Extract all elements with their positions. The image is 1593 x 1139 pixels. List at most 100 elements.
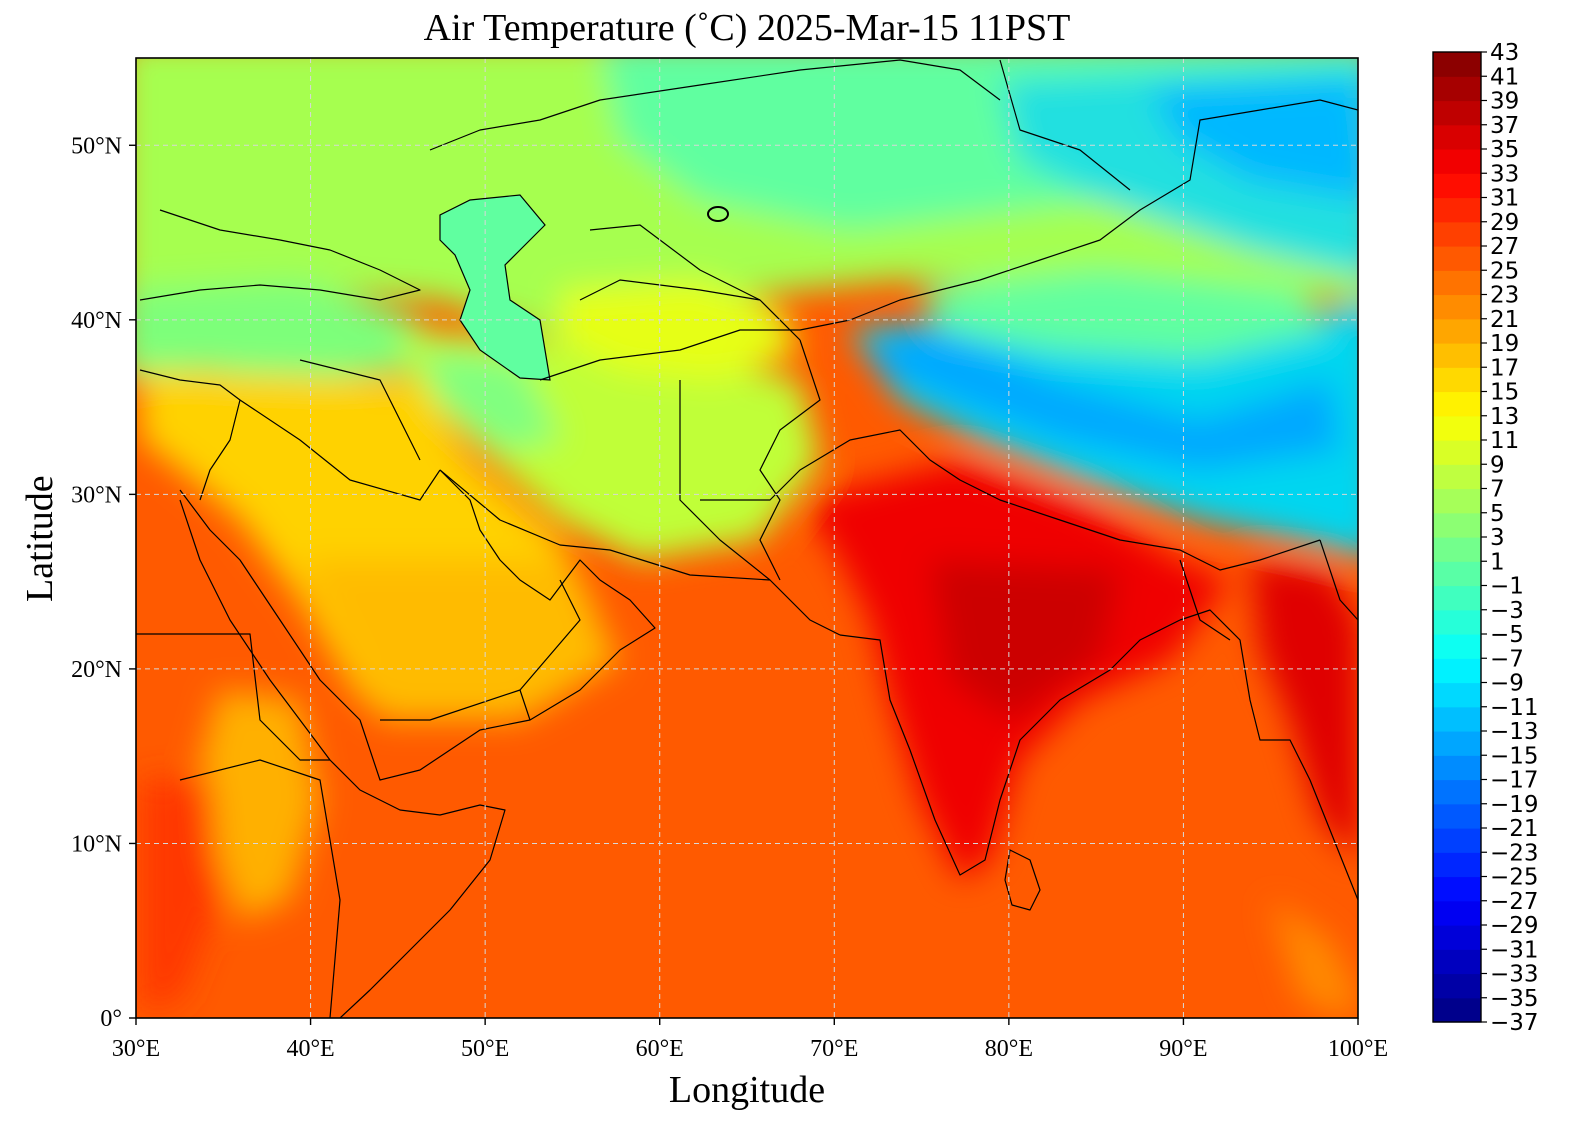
x-tick-label: 80°E: [985, 1036, 1033, 1062]
colorbar-segment: [1433, 609, 1481, 635]
colorbar-segment: [1433, 828, 1481, 853]
colorbar-segment: [1433, 634, 1481, 659]
colorbar-segment: [1433, 537, 1481, 562]
colorbar-label: 33: [1490, 161, 1519, 187]
india-hot-core: [930, 560, 1120, 720]
colorbar-label: 9: [1490, 452, 1505, 478]
x-axis-ticks: 30°E 40°E 50°E 60°E 70°E 80°E 90°E 100°E: [112, 1018, 1388, 1062]
colorbar-segment: [1433, 52, 1481, 77]
colorbar-segment: [1433, 367, 1481, 393]
colorbar-label: −29: [1490, 913, 1539, 939]
colorbar-segment: [1433, 440, 1481, 465]
colorbar-segment: [1433, 221, 1481, 247]
colorbar-label: −33: [1490, 962, 1539, 988]
colorbar-segment: [1433, 512, 1481, 538]
mongolia-core: [1150, 80, 1358, 198]
x-tick-label: 90°E: [1159, 1036, 1207, 1062]
colorbar-label: −21: [1490, 816, 1539, 842]
y-tick-label: 30°N: [71, 482, 122, 508]
colorbar-segment: [1433, 682, 1481, 708]
grid-lines: [136, 58, 1358, 1018]
colorbar-segment: [1433, 585, 1481, 611]
colorbar-label: −13: [1490, 719, 1539, 745]
colorbar-label: 31: [1490, 186, 1519, 212]
colorbar-segment: [1433, 803, 1481, 829]
colorbar-segment: [1433, 246, 1481, 271]
y-axis-ticks: 0° 10°N 20°N 30°N 40°N 50°N: [71, 133, 136, 1032]
sumatra-region: [1270, 900, 1358, 1018]
colorbar-label: 15: [1490, 380, 1519, 406]
colorbar-label: 35: [1490, 137, 1519, 163]
x-tick-label: 100°E: [1328, 1036, 1388, 1062]
colorbar-label: 3: [1490, 525, 1505, 551]
colorbar-label: −31: [1490, 937, 1539, 963]
colorbar-segment: [1433, 755, 1481, 781]
temperature-field: [136, 58, 1358, 1018]
x-tick-label: 40°E: [286, 1036, 334, 1062]
colorbar-label: 7: [1490, 477, 1505, 503]
colorbar-segment: [1433, 294, 1481, 320]
x-tick-label: 50°E: [461, 1036, 509, 1062]
colorbar-segment: [1433, 997, 1481, 1023]
colorbar-segment: [1433, 900, 1481, 926]
colorbar-segment: [1433, 343, 1481, 368]
colorbar-segment: [1433, 100, 1481, 126]
colorbar-label: 41: [1490, 64, 1519, 90]
tibet-core: [870, 330, 1340, 470]
colorbar-label: −35: [1490, 986, 1539, 1012]
colorbar-label: −27: [1490, 889, 1539, 915]
colorbar-label: −3: [1490, 598, 1524, 624]
colorbar-label: 5: [1490, 501, 1505, 527]
x-axis-label: Longitude: [668, 1069, 826, 1111]
x-tick-label: 30°E: [112, 1036, 160, 1062]
y-tick-label: 0°: [100, 1006, 122, 1032]
x-tick-label: 60°E: [636, 1036, 684, 1062]
arabia-core: [300, 560, 620, 720]
colorbar-label: 37: [1490, 113, 1519, 139]
colorbar-segment: [1433, 925, 1481, 950]
colorbar-segment: [1433, 124, 1481, 150]
boundary-lines: [136, 59, 1358, 1018]
colorbar-segment: [1433, 973, 1481, 999]
tarim-region: [920, 270, 1330, 360]
colorbar-label: −19: [1490, 792, 1539, 818]
colorbar-label: −25: [1490, 865, 1539, 891]
colorbar-segment: [1433, 391, 1481, 417]
colorbar-segment: [1433, 76, 1481, 102]
y-tick-label: 40°N: [71, 308, 122, 334]
ethiopia-highland: [200, 690, 320, 920]
y-tick-label: 20°N: [71, 657, 122, 683]
colorbar-label: 27: [1490, 234, 1519, 260]
colorbar-label: 23: [1490, 283, 1519, 309]
colorbar-label: −5: [1490, 622, 1524, 648]
colorbar-label: −15: [1490, 743, 1539, 769]
colorbar-label: 1: [1490, 549, 1505, 575]
colorbar-label: −23: [1490, 840, 1539, 866]
colorbar-segment: [1433, 464, 1481, 490]
colorbar-label: 13: [1490, 404, 1519, 430]
africa-hot: [140, 780, 220, 1010]
colorbar: 434139373533312927252321191715131197531−…: [1432, 40, 1539, 1036]
colorbar-segment: [1433, 318, 1481, 344]
turan-region: [560, 280, 800, 380]
colorbar-label: 17: [1490, 355, 1519, 381]
colorbar-segment: [1433, 852, 1481, 878]
colorbar-segment: [1433, 658, 1481, 684]
chart-title: Air Temperature (˚C) 2025-Mar-15 11PST: [423, 7, 1071, 49]
colorbar-segment: [1433, 731, 1481, 756]
colorbar-label: −9: [1490, 671, 1524, 697]
colorbar-label: 19: [1490, 331, 1519, 357]
y-tick-label: 10°N: [71, 831, 122, 857]
y-tick-label: 50°N: [71, 133, 122, 159]
colorbar-segment: [1433, 488, 1481, 514]
colorbar-segment: [1433, 197, 1481, 223]
anatolia-region: [136, 280, 430, 380]
colorbar-segment: [1433, 876, 1481, 902]
myanmar-region: [1250, 560, 1358, 858]
colorbar-label: 25: [1490, 258, 1519, 284]
colorbar-label: −7: [1490, 646, 1524, 672]
colorbar-label: 43: [1490, 40, 1519, 66]
colorbar-label: −37: [1490, 1010, 1539, 1036]
colorbar-segment: [1433, 173, 1481, 199]
